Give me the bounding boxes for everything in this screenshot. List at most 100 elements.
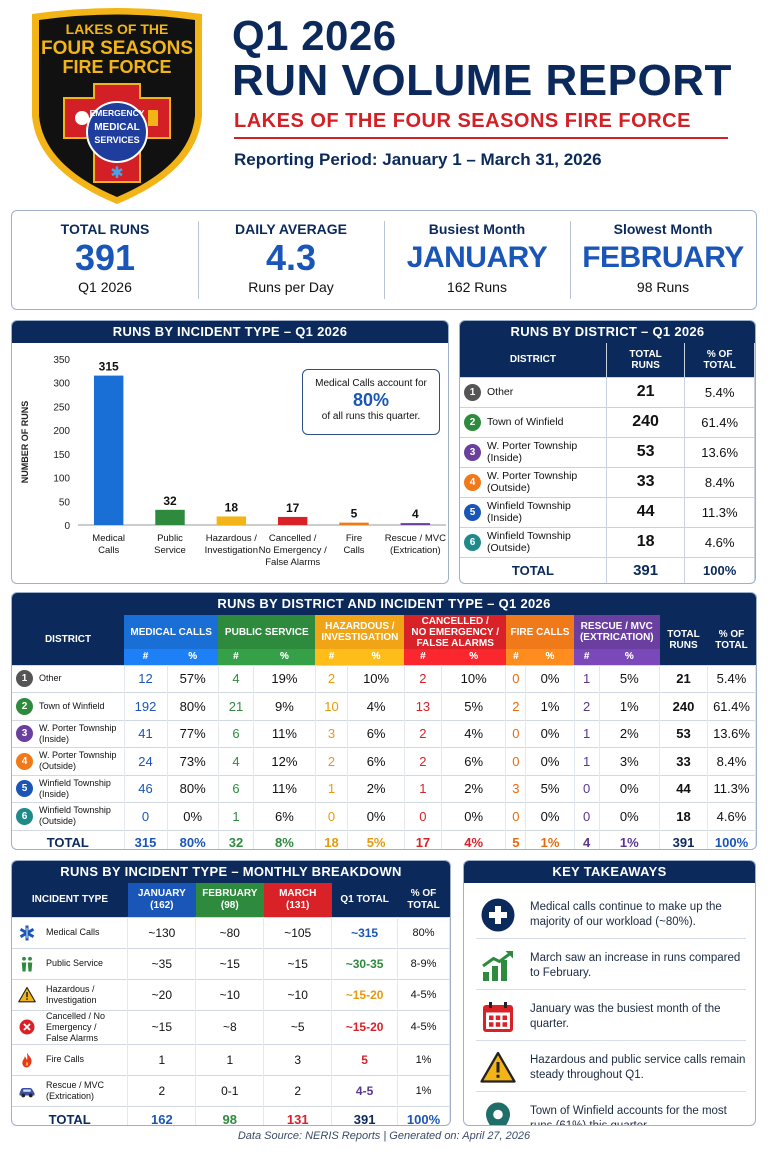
takeaway-item: January was the busiest month of the qua… bbox=[476, 993, 746, 1041]
table-row: Fire Calls 1 1 3 5 1% bbox=[12, 1043, 450, 1075]
group-header: FIRE CALLS bbox=[505, 615, 575, 649]
percent-cell: 9% bbox=[253, 692, 316, 720]
percent-cell: 80% bbox=[167, 774, 219, 803]
count-cell: 1 bbox=[315, 774, 349, 803]
incident-type-name: Medical Calls bbox=[46, 927, 100, 937]
count-cell: 13 bbox=[404, 692, 442, 720]
bar bbox=[400, 523, 431, 525]
table-row: 4 W. Porter Township (Outside) 24 73% 4 12% 2 6%… bbox=[12, 747, 756, 775]
count-cell: 2 bbox=[404, 664, 442, 693]
bar-data-label: 5 bbox=[351, 507, 358, 521]
district-name: Town of Winfield bbox=[487, 416, 564, 428]
percent-cell: 0% bbox=[525, 802, 575, 830]
takeaway-item: Medical calls continue to make up the ma… bbox=[476, 891, 746, 939]
logo-center-1: EMERGENCY bbox=[90, 108, 145, 118]
january-cell: ~130 bbox=[127, 916, 197, 948]
total-runs-cell: 18 bbox=[606, 526, 686, 557]
fire-force-logo: LAKES OF THE FOUR SEASONS FIRE FORCE EME… bbox=[32, 8, 202, 204]
district-label: 6 Winfield Township (Outside) bbox=[16, 805, 124, 827]
district-label: 6 Winfield Township (Outside) bbox=[464, 530, 606, 554]
incident-type-name: Cancelled / No Emergency / False Alarms bbox=[46, 1010, 106, 1043]
count-cell: 12 bbox=[124, 664, 168, 693]
district-number-badge: 4 bbox=[16, 752, 33, 770]
sub-header: # bbox=[124, 649, 168, 665]
total-runs-cell: 21 bbox=[606, 376, 686, 407]
district-number-badge: 5 bbox=[16, 780, 33, 798]
car-icon bbox=[19, 1087, 35, 1097]
percent-cell: 77% bbox=[167, 719, 219, 748]
incident-icon-wrap bbox=[16, 1082, 38, 1100]
q1-total-cell: ~30-35 bbox=[331, 947, 399, 979]
percent-cell: 8% bbox=[253, 829, 316, 849]
percent-cell: 6% bbox=[347, 719, 405, 748]
january-cell: ~20 bbox=[127, 978, 197, 1010]
district-name-cell: 6 Winfield Township (Outside) bbox=[12, 802, 125, 830]
district-name: Other bbox=[487, 386, 514, 398]
count-cell: 2 bbox=[505, 692, 527, 720]
kpi-summary: TOTAL RUNS 391 Q1 2026 DAILY AVERAGE 4.3… bbox=[11, 210, 757, 310]
percent-cell: 19% bbox=[253, 664, 316, 693]
star-of-life-icon bbox=[19, 925, 35, 940]
count-cell: 6 bbox=[218, 719, 255, 748]
percent-cell: 5% bbox=[347, 829, 405, 849]
percent-cell: 6% bbox=[253, 802, 316, 830]
total-runs-cell: 53 bbox=[659, 719, 708, 748]
x-tick-label: Service bbox=[154, 545, 186, 556]
warning-icon bbox=[480, 1051, 516, 1083]
february-cell: ~15 bbox=[195, 947, 265, 979]
group-header: MEDICAL CALLS bbox=[124, 615, 219, 649]
y-tick-label: 50 bbox=[59, 497, 71, 508]
x-tick-label: Investigation bbox=[205, 545, 258, 556]
sub-header: % bbox=[599, 649, 660, 665]
percent-cell: 5% bbox=[599, 664, 661, 693]
group-header: HAZARDOUS / INVESTIGATION bbox=[315, 615, 405, 649]
march-cell: ~5 bbox=[263, 1009, 333, 1044]
total-runs-cell: 33 bbox=[606, 466, 686, 497]
march-cell: 3 bbox=[263, 1043, 333, 1075]
bar-data-label: 4 bbox=[412, 507, 419, 521]
percent-cell: 8.4% bbox=[684, 466, 755, 497]
total-runs-cell: 391 bbox=[606, 556, 686, 583]
logo-text-bot: FIRE FORCE bbox=[62, 57, 171, 77]
percent-cell: 100% bbox=[684, 556, 755, 583]
district-name-cell: 3 W. Porter Township (Inside) bbox=[12, 719, 125, 748]
total-row: TOTAL 162 98 131 391 100% bbox=[12, 1105, 450, 1125]
takeaway-item: March saw an increase in runs compared t… bbox=[476, 942, 746, 990]
y-tick-label: 300 bbox=[53, 379, 70, 390]
total-label: TOTAL bbox=[460, 556, 607, 583]
district-number-badge: 5 bbox=[464, 503, 481, 521]
people-icon bbox=[21, 956, 33, 971]
sub-header: % bbox=[525, 649, 575, 665]
q1-total-cell: 391 bbox=[331, 1105, 399, 1125]
percent-cell: 13.6% bbox=[707, 719, 756, 748]
bar-data-label: 18 bbox=[225, 500, 239, 514]
percent-cell: 11.3% bbox=[684, 496, 755, 527]
district-name: Other bbox=[39, 673, 62, 684]
district-name-cell: 6 Winfield Township (Outside) bbox=[460, 526, 607, 557]
bar-data-label: 17 bbox=[286, 501, 300, 515]
percent-cell: 5.4% bbox=[684, 376, 755, 407]
district-name-cell: 4 W. Porter Township (Outside) bbox=[460, 466, 607, 497]
percent-cell: 5% bbox=[525, 774, 575, 803]
district-number-badge: 4 bbox=[464, 473, 481, 491]
kpi-busiest-month: Busiest Month JANUARY 162 Runs bbox=[384, 211, 570, 309]
table-row: 4 W. Porter Township (Outside) 33 8.4% bbox=[460, 466, 755, 497]
district-incident-panel: RUNS BY DISTRICT AND INCIDENT TYPE – Q1 … bbox=[11, 592, 757, 850]
table-row: 3 W. Porter Township (Inside) 41 77% 6 11% 3 6% 2… bbox=[12, 719, 756, 748]
kpi-label: DAILY AVERAGE bbox=[234, 221, 348, 237]
table-row: 1 Other 21 5.4% bbox=[460, 376, 755, 407]
x-tick-label: Calls bbox=[343, 545, 364, 556]
kpi-label: Slowest Month bbox=[613, 221, 713, 237]
percent-cell: 5.4% bbox=[707, 664, 756, 693]
table-row: Medical Calls ~130 ~80 ~105 ~315 80% bbox=[12, 916, 450, 948]
kpi-value: 4.3 bbox=[265, 237, 317, 278]
count-cell: 0 bbox=[404, 802, 442, 830]
percent-cell: 1% bbox=[599, 692, 661, 720]
march-cell: ~15 bbox=[263, 947, 333, 979]
panel-title: KEY TAKEAWAYS bbox=[464, 861, 755, 883]
percent-cell: 4.6% bbox=[707, 802, 756, 830]
percent-cell: 0% bbox=[167, 802, 219, 830]
table-row: 6 Winfield Township (Outside) 18 4.6% bbox=[460, 526, 755, 557]
district-number-badge: 1 bbox=[16, 670, 33, 688]
kpi-sub: 162 Runs bbox=[447, 279, 507, 295]
